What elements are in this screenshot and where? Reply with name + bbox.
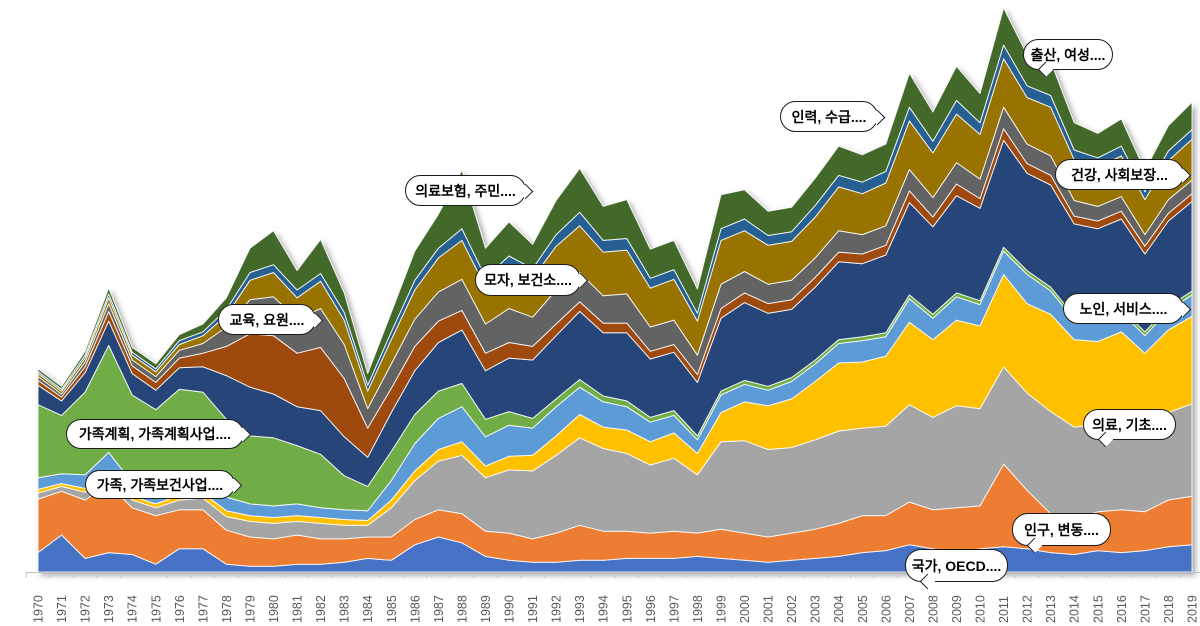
x-axis-label-1981: 1981 — [291, 595, 305, 623]
x-axis-label-2004: 2004 — [832, 595, 846, 623]
x-axis-label-1970: 1970 — [32, 595, 46, 623]
x-axis-label-1973: 1973 — [102, 595, 116, 623]
x-axis-label-2005: 2005 — [856, 595, 870, 623]
x-axis-label-1982: 1982 — [314, 595, 328, 623]
x-axis-label-1997: 1997 — [667, 595, 681, 623]
x-axis-label-1976: 1976 — [173, 595, 187, 623]
x-axis-label-1972: 1972 — [79, 595, 93, 623]
x-axis-label-2001: 2001 — [762, 595, 776, 623]
x-axis-label-2018: 2018 — [1162, 595, 1176, 623]
x-axis-label-2015: 2015 — [1091, 595, 1105, 623]
x-axis-label-2011: 2011 — [997, 596, 1011, 623]
x-axis-label-1985: 1985 — [385, 595, 399, 623]
x-axis-label-2000: 2000 — [738, 595, 752, 623]
x-axis-label-1979: 1979 — [244, 595, 258, 623]
x-axis-label-1980: 1980 — [267, 595, 281, 623]
x-axis-label-1996: 1996 — [644, 595, 658, 623]
x-axis-label-1983: 1983 — [338, 595, 352, 623]
area-series-11 — [37, 7, 1193, 390]
x-axis-label-1977: 1977 — [196, 595, 210, 623]
x-axis-label-2010: 2010 — [974, 595, 988, 623]
x-axis-label-1998: 1998 — [691, 595, 705, 623]
x-axis-label-2017: 2017 — [1138, 595, 1152, 623]
x-axis-label-1984: 1984 — [361, 595, 375, 623]
x-axis-label-1993: 1993 — [573, 595, 587, 623]
x-axis-label-1989: 1989 — [479, 595, 493, 623]
x-axis-label-2007: 2007 — [903, 595, 917, 623]
x-axis-label-2019: 2019 — [1186, 595, 1200, 623]
x-axis-label-1999: 1999 — [715, 595, 729, 623]
x-axis-label-1975: 1975 — [149, 595, 163, 623]
x-axis-label-2006: 2006 — [879, 595, 893, 623]
x-axis-label-2012: 2012 — [1021, 595, 1035, 623]
x-axis-label-2014: 2014 — [1068, 595, 1082, 623]
x-axis-label-2008: 2008 — [926, 595, 940, 623]
x-axis-label-2002: 2002 — [785, 595, 799, 623]
x-axis-label-1978: 1978 — [220, 595, 234, 623]
x-axis-label-2016: 2016 — [1115, 595, 1129, 623]
x-axis-label-1995: 1995 — [620, 595, 634, 623]
x-axis-label-1987: 1987 — [432, 595, 446, 623]
x-axis: 1970 1971 1972 1973 1974 1975 1976 1977 1978 1979… — [25, 572, 1200, 623]
x-axis-label-1986: 1986 — [408, 595, 422, 623]
x-axis-label-1992: 1992 — [550, 595, 564, 623]
x-axis-label-1971: 1971 — [55, 595, 69, 623]
x-axis-label-1991: 1991 — [526, 595, 540, 623]
x-axis-label-1988: 1988 — [455, 595, 469, 623]
x-axis-label-2013: 2013 — [1044, 595, 1058, 623]
x-axis-label-2003: 2003 — [809, 595, 823, 623]
x-axis-label-1990: 1990 — [503, 595, 517, 623]
x-axis-label-2009: 2009 — [950, 595, 964, 623]
x-axis-label-1994: 1994 — [597, 595, 611, 623]
x-axis-label-1974: 1974 — [126, 595, 140, 623]
area-stack — [37, 7, 1193, 573]
